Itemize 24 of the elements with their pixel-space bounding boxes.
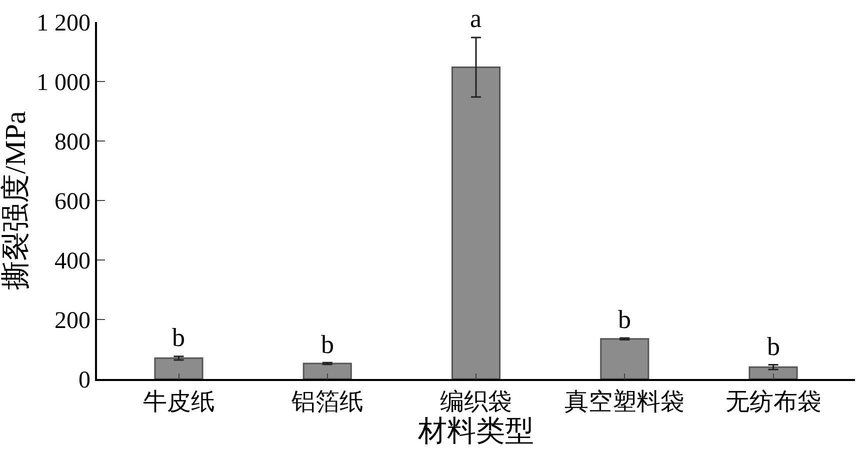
- y-tick-label: 0: [78, 367, 90, 394]
- x-tick-label: 铝箔纸: [290, 390, 364, 416]
- y-tick-label: 1 000: [36, 70, 90, 96]
- y-tick-label: 800: [54, 129, 90, 156]
- x-axis-title: 材料类型: [417, 416, 534, 448]
- annotation: b: [321, 330, 334, 359]
- y-tick-label: 600: [54, 188, 90, 215]
- x-tick-label: 无纺布袋: [725, 388, 822, 416]
- y-axis-title: 撕裂强度/MPa: [0, 110, 32, 290]
- x-tick-label: 编织袋: [440, 388, 512, 416]
- bar: [451, 66, 501, 379]
- annotation: b: [172, 323, 185, 352]
- annotation: b: [767, 332, 780, 361]
- bar: [302, 362, 352, 379]
- annotation: a: [470, 4, 482, 33]
- x-tick-label: 牛皮纸: [142, 390, 215, 416]
- y-tick-label: 400: [54, 248, 90, 274]
- bar: [154, 357, 204, 379]
- bar: [600, 338, 650, 379]
- x-tick-label: 真空塑料袋: [564, 388, 685, 416]
- y-tick-label: 200: [54, 308, 90, 334]
- annotation: b: [618, 305, 631, 334]
- bar: [748, 366, 798, 379]
- y-tick-label: 1 200: [36, 10, 90, 36]
